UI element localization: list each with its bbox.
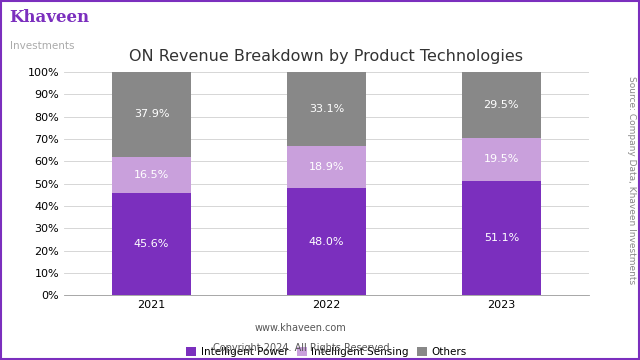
Text: 37.9%: 37.9% <box>134 109 169 119</box>
Text: 29.5%: 29.5% <box>484 100 519 110</box>
Text: 45.6%: 45.6% <box>134 239 169 249</box>
Text: Copyright 2024. All Rights Reserved: Copyright 2024. All Rights Reserved <box>212 343 389 353</box>
Text: www.khaveen.com: www.khaveen.com <box>255 323 347 333</box>
Bar <box>112 157 191 193</box>
Bar <box>287 188 366 295</box>
Legend: Intelligent Power, Intelligent Sensing, Others: Intelligent Power, Intelligent Sensing, … <box>184 345 469 359</box>
Title: ON Revenue Breakdown by Product Technologies: ON Revenue Breakdown by Product Technolo… <box>129 49 524 64</box>
Text: Source: Company Data, Khaveen Investments: Source: Company Data, Khaveen Investment… <box>627 76 636 284</box>
Text: 16.5%: 16.5% <box>134 170 169 180</box>
Bar <box>462 72 541 138</box>
Text: 19.5%: 19.5% <box>484 154 519 165</box>
Bar <box>462 138 541 181</box>
Text: 48.0%: 48.0% <box>308 237 344 247</box>
Bar <box>287 146 366 188</box>
Text: Khaveen: Khaveen <box>10 9 90 26</box>
Text: 51.1%: 51.1% <box>484 233 519 243</box>
Bar <box>112 193 191 295</box>
Bar <box>112 72 191 157</box>
Text: 18.9%: 18.9% <box>308 162 344 172</box>
Text: Investments: Investments <box>10 41 74 51</box>
Text: 33.1%: 33.1% <box>308 104 344 114</box>
Bar <box>462 181 541 295</box>
Bar <box>287 72 366 146</box>
